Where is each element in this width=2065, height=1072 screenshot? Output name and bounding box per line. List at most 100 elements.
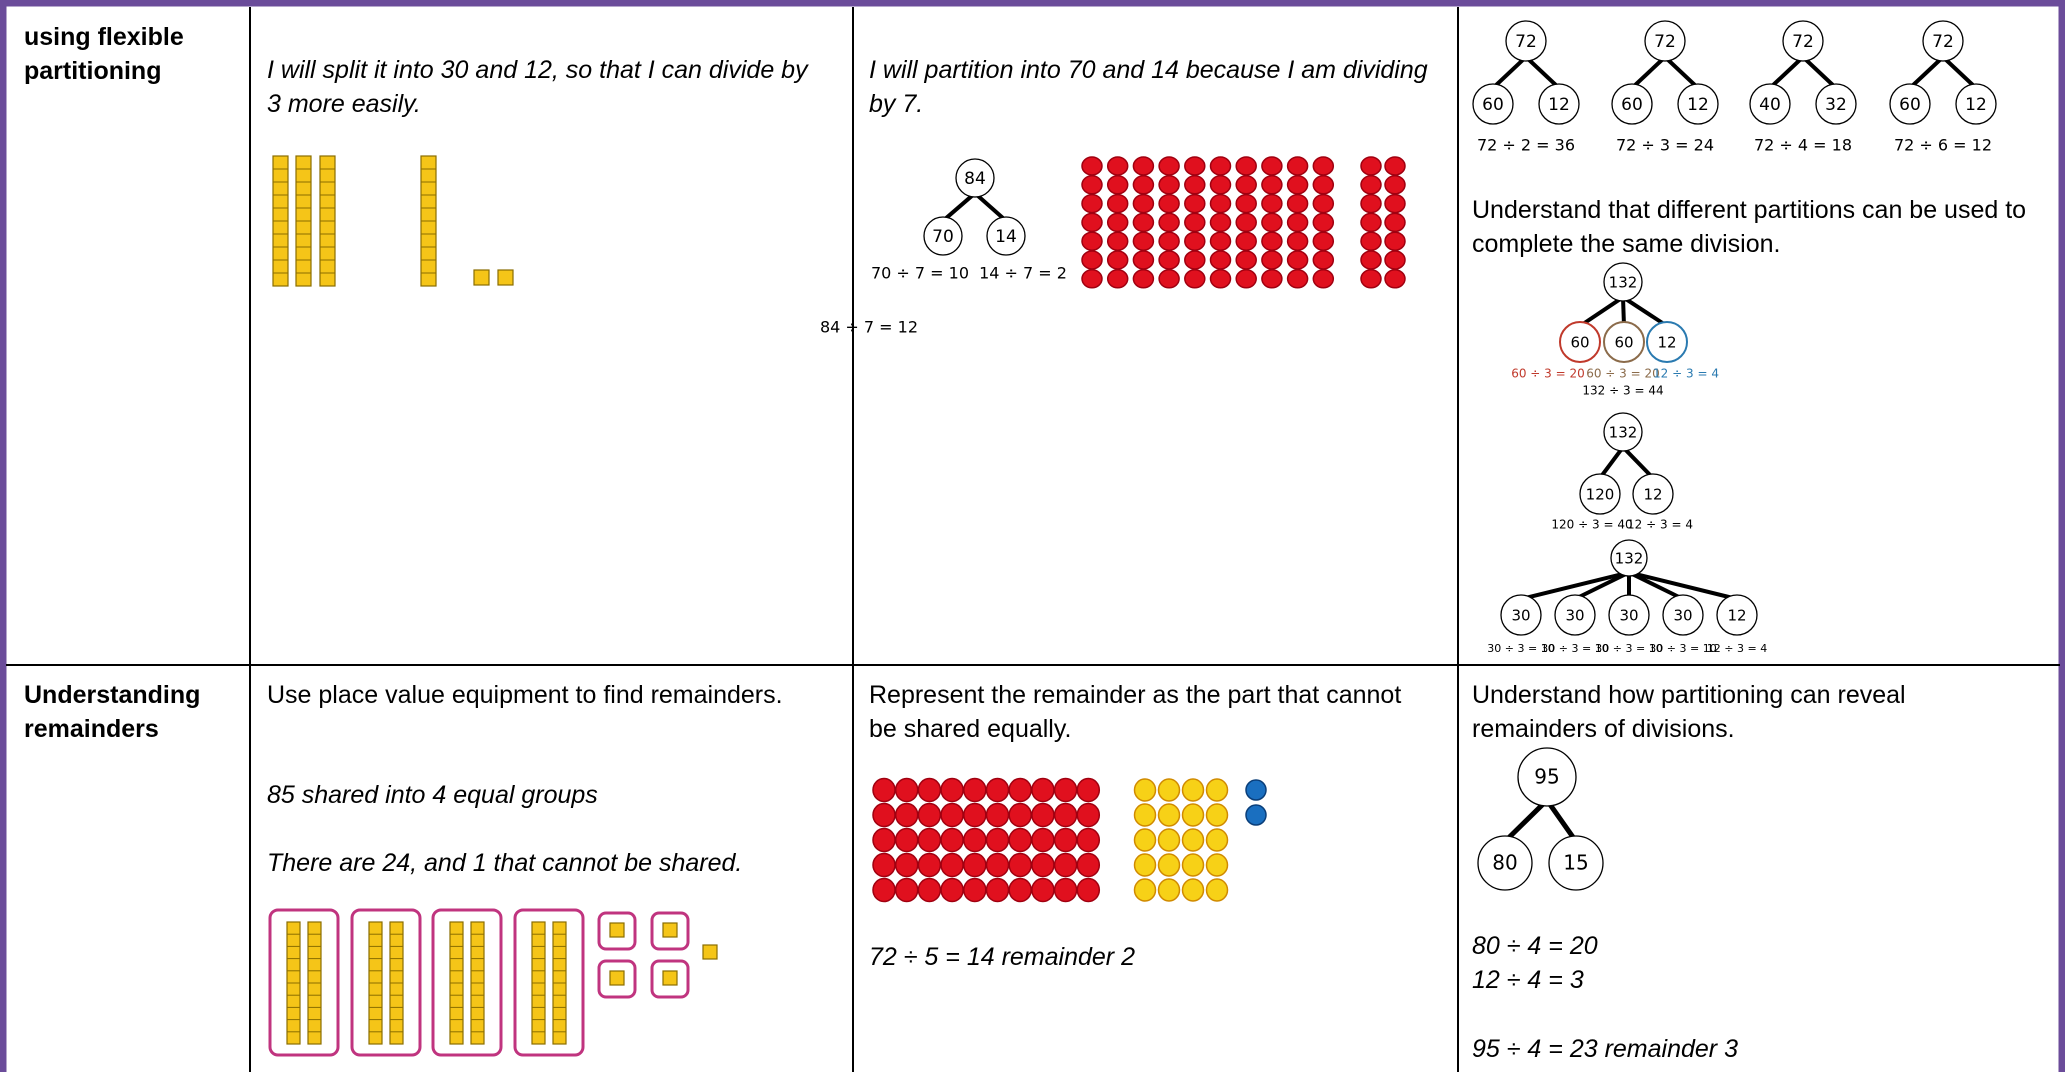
cell-line: 95 ÷ 4 = 23 remainder 3 (1472, 1035, 1738, 1063)
tree-part-label: 80 (1492, 851, 1517, 875)
counter (1076, 777, 1101, 803)
counter (1081, 175, 1103, 195)
tree-part (1559, 321, 1601, 363)
cell-text: Understand that different partitions can… (1472, 196, 2027, 258)
tree-branch (1628, 570, 1684, 601)
counter (1106, 193, 1129, 214)
counter (1181, 878, 1205, 902)
counter (1384, 250, 1406, 270)
tree-part (1611, 83, 1653, 125)
counter (985, 877, 1010, 903)
counter (1205, 853, 1229, 877)
counter (1205, 828, 1229, 852)
counter (1360, 231, 1382, 251)
group-box (268, 908, 340, 1057)
counter (1286, 250, 1309, 270)
tree-part (1677, 83, 1719, 125)
counter (1158, 193, 1180, 214)
counter (1132, 156, 1155, 176)
counter (1106, 212, 1129, 233)
tree-part (1579, 473, 1621, 515)
counter (917, 877, 942, 903)
counter (1133, 803, 1157, 827)
one-cube (662, 970, 678, 986)
counter (1312, 193, 1335, 214)
tree-part-label: 70 (932, 227, 954, 247)
counter (1008, 827, 1032, 853)
counter (1133, 828, 1157, 852)
tree-part (1500, 594, 1542, 636)
tree-branch (1621, 445, 1655, 480)
tree-part-label: 12 (1548, 95, 1570, 115)
counter (1106, 269, 1129, 289)
cell-text: I will partition into 70 and 14 because … (869, 56, 1428, 118)
counter (1235, 156, 1257, 176)
counter (1157, 803, 1181, 827)
tree-part (1815, 83, 1857, 125)
counter (1081, 156, 1103, 176)
tree-part (1554, 594, 1596, 636)
tree-whole-label: 72 (1654, 32, 1676, 52)
counter (1076, 802, 1101, 828)
counter (1261, 212, 1283, 233)
counter (940, 877, 964, 903)
tree-part-label: 30 (1565, 607, 1584, 625)
part-equation: 120 ÷ 3 = 40 (1551, 518, 1632, 532)
tree-part (923, 216, 963, 256)
group-box (350, 908, 422, 1057)
counter (985, 777, 1010, 803)
counter (1235, 231, 1257, 251)
counter (1184, 250, 1206, 270)
part-equation: 30 ÷ 3 = 10 (1649, 642, 1716, 655)
result-equation: 84 ÷ 7 = 12 (820, 318, 918, 337)
counter (1384, 175, 1406, 195)
part-equation: 60 ÷ 3 = 20 (1511, 367, 1585, 381)
counter (1384, 231, 1406, 251)
one-cube (662, 922, 678, 938)
part-equation: 30 ÷ 3 = 10 (1595, 642, 1662, 655)
counter (1209, 156, 1232, 176)
counter (1106, 175, 1129, 195)
part-equation: 30 ÷ 3 = 10 (1541, 642, 1608, 655)
counter (1261, 250, 1283, 270)
counter (1209, 175, 1232, 195)
tree-branch (1621, 295, 1669, 328)
tree-part (1716, 594, 1758, 636)
counter (1384, 269, 1406, 289)
tree-whole-label: 72 (1932, 32, 1954, 52)
counter (963, 802, 987, 828)
counter (1076, 852, 1101, 878)
counter (1360, 250, 1382, 270)
counter (1133, 778, 1157, 802)
tree-branch (1941, 55, 1978, 90)
tree-part-label: 120 (1586, 486, 1615, 504)
counter (1132, 175, 1155, 195)
one-cube (609, 922, 625, 938)
counter (1081, 231, 1103, 251)
tree-part (986, 216, 1026, 256)
tree-part-label: 60 (1899, 95, 1921, 115)
counter (917, 802, 942, 828)
counter (1181, 828, 1205, 852)
counter (1132, 212, 1155, 233)
counter (1158, 156, 1180, 176)
tree-part-label: 12 (1687, 95, 1709, 115)
tree-part (1603, 321, 1645, 363)
one-cube (473, 269, 490, 286)
counter (1205, 878, 1229, 902)
counter (1106, 156, 1129, 176)
counter (1261, 156, 1283, 176)
tree-branch (1663, 55, 1700, 90)
counter (963, 852, 987, 878)
counter (1053, 827, 1078, 853)
counter (985, 827, 1010, 853)
counter (1081, 250, 1103, 270)
counter (1184, 231, 1206, 251)
tree-whole (1603, 412, 1643, 452)
counter (1008, 877, 1032, 903)
counter (1081, 269, 1103, 289)
counter (1286, 269, 1309, 289)
counter (894, 827, 919, 853)
tree-branch (1801, 55, 1838, 90)
